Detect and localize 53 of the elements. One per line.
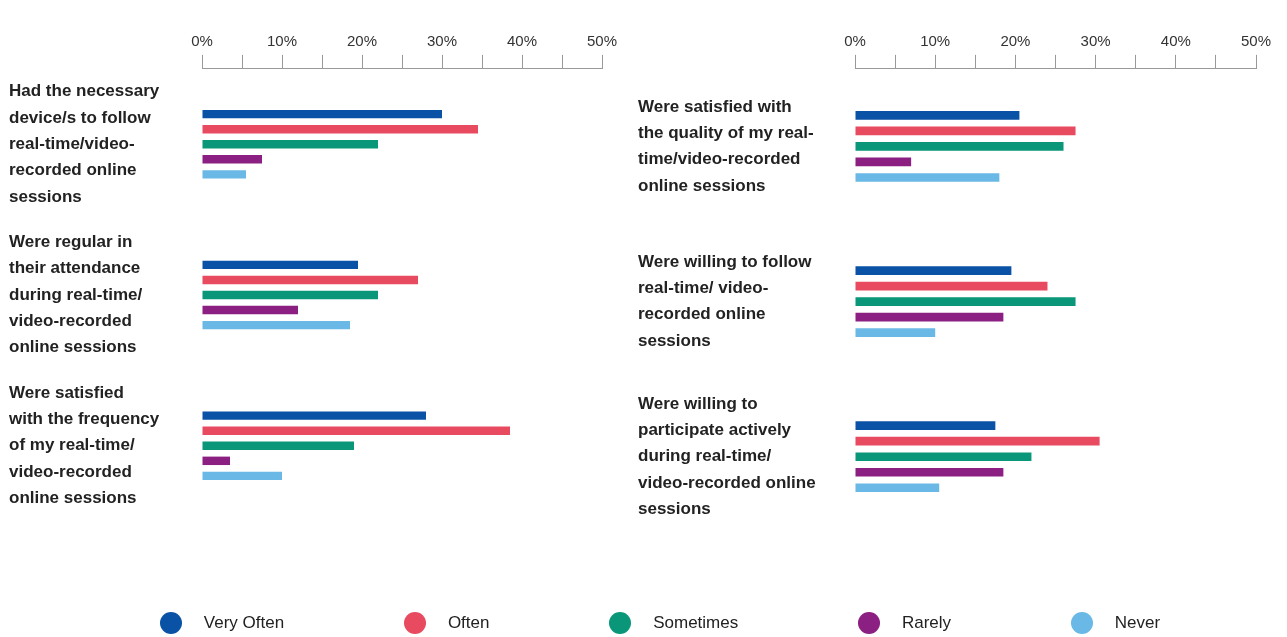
bar xyxy=(202,140,378,149)
bar xyxy=(855,173,1000,182)
x-tick-label: 40% xyxy=(506,32,538,50)
bar xyxy=(202,290,378,300)
legend-label: Often xyxy=(447,613,490,633)
bar xyxy=(855,312,1004,322)
y-tick-label: Were satisfied with the quality of my real-time/video-recorded online sessions xyxy=(638,96,814,195)
bar xyxy=(855,142,1064,151)
x-tick-label: 50% xyxy=(586,32,618,50)
bar xyxy=(855,111,1020,120)
bar xyxy=(855,421,996,431)
x-tick-label: 20% xyxy=(346,32,378,50)
bar xyxy=(202,411,426,420)
x-tick-label: 10% xyxy=(920,32,951,50)
bar xyxy=(855,452,1032,462)
x-tick-label: 40% xyxy=(1160,32,1191,50)
bar xyxy=(202,275,418,285)
bar xyxy=(202,260,358,270)
bar xyxy=(855,436,1100,446)
x-tick-label: 50% xyxy=(1240,32,1272,50)
x-tick-label: 10% xyxy=(266,32,298,50)
bar xyxy=(202,109,442,119)
bar xyxy=(855,281,1048,291)
bar xyxy=(202,124,478,134)
x-tick-label: 0% xyxy=(844,32,866,50)
y-tick-label: Were satisfied with the frequency of my real-time/ video-recorded online sessions xyxy=(8,382,160,508)
bar xyxy=(202,456,230,466)
x-tick-label: 20% xyxy=(1000,32,1031,50)
bar xyxy=(202,471,282,481)
legend-label: Very Often xyxy=(203,613,285,633)
bar xyxy=(202,441,354,450)
y-tick-label: Were regular in their attendance during real-time/ video-recorded online sessions xyxy=(9,231,143,357)
bar xyxy=(855,328,936,337)
bar xyxy=(202,155,262,164)
bar xyxy=(202,320,350,330)
bar xyxy=(855,126,1076,136)
legend-label: Rarely xyxy=(901,613,952,633)
y-tick-label: Were willing to follow real-time/ video-recorded online sessions xyxy=(638,251,813,350)
bar xyxy=(202,305,298,315)
bar xyxy=(855,483,940,493)
legend-label: Never xyxy=(1114,613,1161,633)
y-tick-label: Were willing to participate actively during real-time/ video-recorded online sessions xyxy=(638,393,816,519)
bar xyxy=(855,266,1012,275)
bar xyxy=(202,170,246,179)
bar xyxy=(855,467,1004,477)
x-tick-label: 30% xyxy=(426,32,458,50)
legend-label: Sometimes xyxy=(653,613,739,633)
bar xyxy=(855,297,1076,306)
x-tick-label: 30% xyxy=(1080,32,1111,50)
x-tick-label: 0% xyxy=(191,32,213,50)
bar xyxy=(202,426,510,435)
bar xyxy=(855,157,912,167)
y-tick-label: Had the necessary device/s to follow real-time/video-recorded online sessions xyxy=(9,81,160,206)
